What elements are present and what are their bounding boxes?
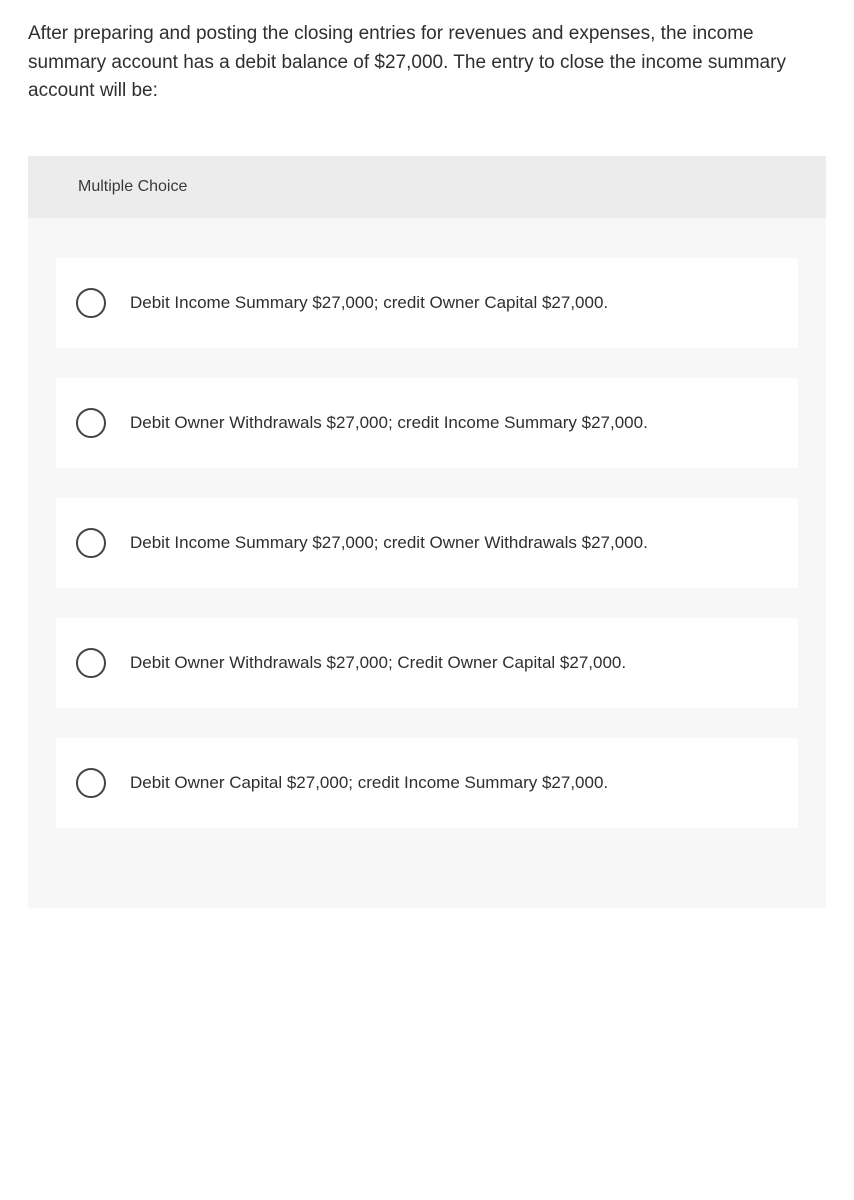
radio-icon[interactable] — [76, 648, 106, 678]
radio-icon[interactable] — [76, 408, 106, 438]
multiple-choice-panel: Multiple Choice Debit Income Summary $27… — [28, 156, 826, 908]
option-1[interactable]: Debit Income Summary $27,000; credit Own… — [56, 258, 798, 348]
option-text: Debit Owner Withdrawals $27,000; credit … — [130, 410, 648, 436]
option-text: Debit Owner Capital $27,000; credit Inco… — [130, 770, 608, 796]
option-3[interactable]: Debit Income Summary $27,000; credit Own… — [56, 498, 798, 588]
option-4[interactable]: Debit Owner Withdrawals $27,000; Credit … — [56, 618, 798, 708]
option-text: Debit Income Summary $27,000; credit Own… — [130, 290, 608, 316]
option-text: Debit Income Summary $27,000; credit Own… — [130, 530, 648, 556]
mc-header-label: Multiple Choice — [28, 156, 826, 218]
option-5[interactable]: Debit Owner Capital $27,000; credit Inco… — [56, 738, 798, 828]
options-list: Debit Income Summary $27,000; credit Own… — [28, 218, 826, 828]
radio-icon[interactable] — [76, 528, 106, 558]
question-text: After preparing and posting the closing … — [0, 0, 854, 106]
radio-icon[interactable] — [76, 288, 106, 318]
option-text: Debit Owner Withdrawals $27,000; Credit … — [130, 650, 626, 676]
radio-icon[interactable] — [76, 768, 106, 798]
option-2[interactable]: Debit Owner Withdrawals $27,000; credit … — [56, 378, 798, 468]
